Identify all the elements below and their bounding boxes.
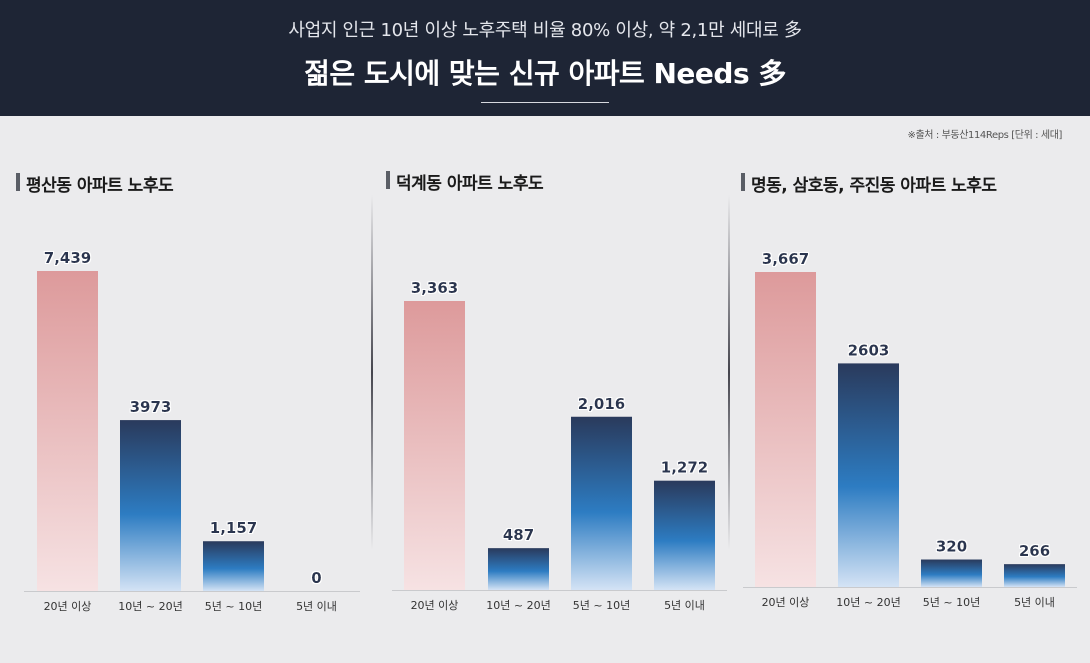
- category-label-myeongdong-4: 5년 이내: [1014, 596, 1055, 609]
- panel-divider-1: [371, 195, 373, 550]
- value-label-deokgye-4: 1,272: [661, 459, 708, 477]
- value-label-pyeongsan-3: 1,157: [210, 519, 257, 537]
- bar-deokgye-2: [488, 548, 549, 590]
- bar-myeongdong-1: [755, 272, 816, 587]
- value-label-deokgye-1: 3,363: [411, 279, 458, 297]
- value-label-myeongdong-3: 320: [936, 538, 967, 556]
- category-label-deokgye-3: 5년 ~ 10년: [573, 599, 630, 612]
- category-label-pyeongsan-1: 20년 이상: [44, 600, 92, 613]
- bar-myeongdong-3: [921, 559, 982, 587]
- header-title: 젊은 도시에 맞는 신규 아파트 Needs 多: [304, 57, 786, 90]
- category-label-deokgye-4: 5년 이내: [664, 599, 705, 612]
- chart-title-myeongdong: 명동, 삼호동, 주진동 아파트 노후도: [741, 171, 997, 196]
- bar-pyeongsan-1: [37, 271, 98, 591]
- value-label-pyeongsan-2: 3973: [130, 398, 172, 416]
- bar-myeongdong-4: [1004, 564, 1065, 587]
- category-label-deokgye-1: 20년 이상: [411, 599, 459, 612]
- category-label-myeongdong-2: 10년 ~ 20년: [836, 596, 900, 609]
- bar-pyeongsan-3: [203, 541, 264, 591]
- value-label-myeongdong-1: 3,667: [762, 250, 809, 268]
- category-label-myeongdong-1: 20년 이상: [762, 596, 810, 609]
- bar-pyeongsan-2: [120, 420, 181, 591]
- value-label-myeongdong-2: 2603: [848, 341, 890, 359]
- source-note: ※출처 : 부동산114Reps [단위 : 세대]: [907, 130, 1062, 141]
- title-underline: [481, 102, 609, 103]
- category-label-pyeongsan-4: 5년 이내: [296, 600, 337, 613]
- bar-deokgye-3: [571, 416, 632, 590]
- bar-myeongdong-2: [838, 363, 899, 587]
- bar-deokgye-4: [654, 480, 715, 590]
- chart-title-deokgye: 덕계동 아파트 노후도: [386, 169, 544, 194]
- value-label-myeongdong-4: 266: [1019, 542, 1050, 560]
- bar-deokgye-1: [404, 301, 465, 590]
- category-label-pyeongsan-3: 5년 ~ 10년: [205, 600, 262, 613]
- value-label-pyeongsan-1: 7,439: [44, 249, 91, 267]
- header-banner: 사업지 인근 10년 이상 노후주택 비율 80% 이상, 약 2,1만 세대로…: [0, 0, 1090, 116]
- category-label-myeongdong-3: 5년 ~ 10년: [923, 596, 980, 609]
- chart-title-pyeongsan: 평산동 아파트 노후도: [16, 171, 174, 196]
- value-label-pyeongsan-4: 0: [311, 569, 321, 587]
- category-label-deokgye-2: 10년 ~ 20년: [486, 599, 550, 612]
- header-subtitle: 사업지 인근 10년 이상 노후주택 비율 80% 이상, 약 2,1만 세대로…: [288, 20, 802, 41]
- value-label-deokgye-2: 487: [503, 526, 534, 544]
- category-label-pyeongsan-2: 10년 ~ 20년: [118, 600, 182, 613]
- panel-divider-2: [728, 195, 730, 550]
- value-label-deokgye-3: 2,016: [578, 395, 625, 413]
